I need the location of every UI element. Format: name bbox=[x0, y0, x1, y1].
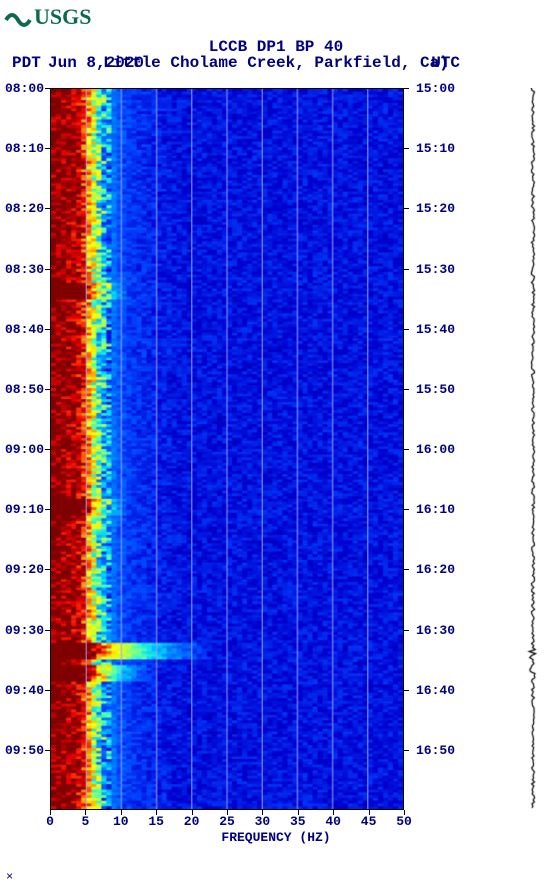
ytick-left: 08:50 bbox=[5, 382, 44, 397]
spectrogram-canvas bbox=[51, 89, 403, 809]
xtick: 35 bbox=[290, 814, 306, 829]
spectrogram-plot bbox=[50, 88, 404, 810]
footer-mark: × bbox=[6, 870, 13, 884]
ytick-right: 15:40 bbox=[416, 322, 455, 337]
xtick: 0 bbox=[46, 814, 54, 829]
ytick-left: 08:20 bbox=[5, 201, 44, 216]
xtick: 40 bbox=[325, 814, 341, 829]
xtick: 45 bbox=[361, 814, 377, 829]
ytick-left: 08:30 bbox=[5, 262, 44, 277]
xtick: 50 bbox=[396, 814, 412, 829]
usgs-logo: USGS bbox=[4, 2, 104, 35]
xtick: 5 bbox=[81, 814, 89, 829]
xtick: 15 bbox=[148, 814, 164, 829]
ytick-right: 15:50 bbox=[416, 382, 455, 397]
location-label: Little Cholame Creek, Parkfield, Ca) bbox=[0, 54, 552, 72]
ytick-right: 16:50 bbox=[416, 743, 455, 758]
ytick-right: 16:00 bbox=[416, 442, 455, 457]
ytick-right: 15:30 bbox=[416, 262, 455, 277]
ytick-right: 16:40 bbox=[416, 683, 455, 698]
ytick-right: 15:20 bbox=[416, 201, 455, 216]
ytick-right: 16:10 bbox=[416, 502, 455, 517]
ytick-right: 16:20 bbox=[416, 562, 455, 577]
logo-text: USGS bbox=[34, 4, 91, 29]
ytick-left: 09:10 bbox=[5, 502, 44, 517]
right-timezone-label: UTC bbox=[431, 54, 460, 72]
xtick: 20 bbox=[184, 814, 200, 829]
ytick-right: 16:30 bbox=[416, 623, 455, 638]
ytick-left: 09:50 bbox=[5, 743, 44, 758]
ytick-left: 09:00 bbox=[5, 442, 44, 457]
x-axis-label: FREQUENCY (HZ) bbox=[0, 830, 552, 845]
ytick-right: 15:00 bbox=[416, 81, 455, 96]
xtick: 30 bbox=[255, 814, 271, 829]
wave-icon bbox=[6, 15, 30, 25]
xtick: 25 bbox=[219, 814, 235, 829]
ytick-right: 15:10 bbox=[416, 141, 455, 156]
ytick-left: 09:20 bbox=[5, 562, 44, 577]
ytick-left: 08:00 bbox=[5, 81, 44, 96]
ytick-left: 09:30 bbox=[5, 623, 44, 638]
xtick: 10 bbox=[113, 814, 129, 829]
ytick-left: 08:40 bbox=[5, 322, 44, 337]
ytick-left: 09:40 bbox=[5, 683, 44, 698]
ytick-left: 08:10 bbox=[5, 141, 44, 156]
amplitude-trace bbox=[520, 88, 546, 810]
